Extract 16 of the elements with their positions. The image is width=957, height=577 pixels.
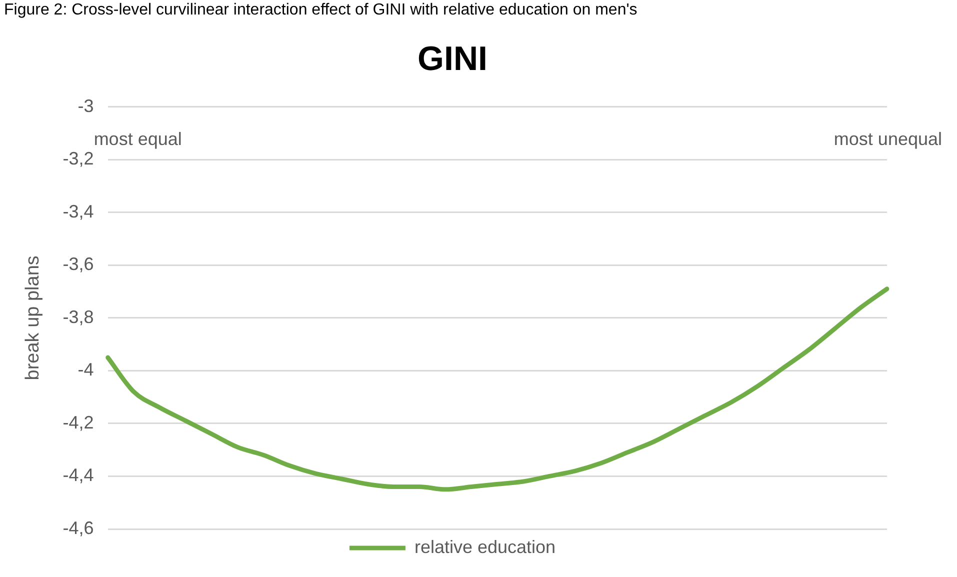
y-axis-title: break up plans — [22, 256, 44, 380]
y-tick-label: -4,2 — [62, 412, 94, 432]
y-tick-label: -3,4 — [62, 201, 94, 222]
y-tick-label: -3 — [78, 96, 94, 116]
annotation: most equal — [94, 128, 182, 149]
chart-title: GINI — [418, 40, 488, 78]
y-tick-label: -3,6 — [62, 254, 94, 274]
y-tick-label: -3,2 — [62, 148, 94, 169]
caption: Figure 2: Cross-level curvilinear interaction effect of GINI with relative education on men's — [4, 1, 638, 18]
y-tick-label: -4,4 — [62, 465, 94, 486]
line-series — [106, 286, 890, 492]
y-tick-label: -3,8 — [62, 306, 94, 327]
y-tick-label: -4 — [78, 360, 94, 380]
y-tick-label: -4,6 — [62, 518, 94, 538]
annotation: most unequal — [834, 128, 942, 149]
legend-label: relative education — [414, 536, 556, 557]
